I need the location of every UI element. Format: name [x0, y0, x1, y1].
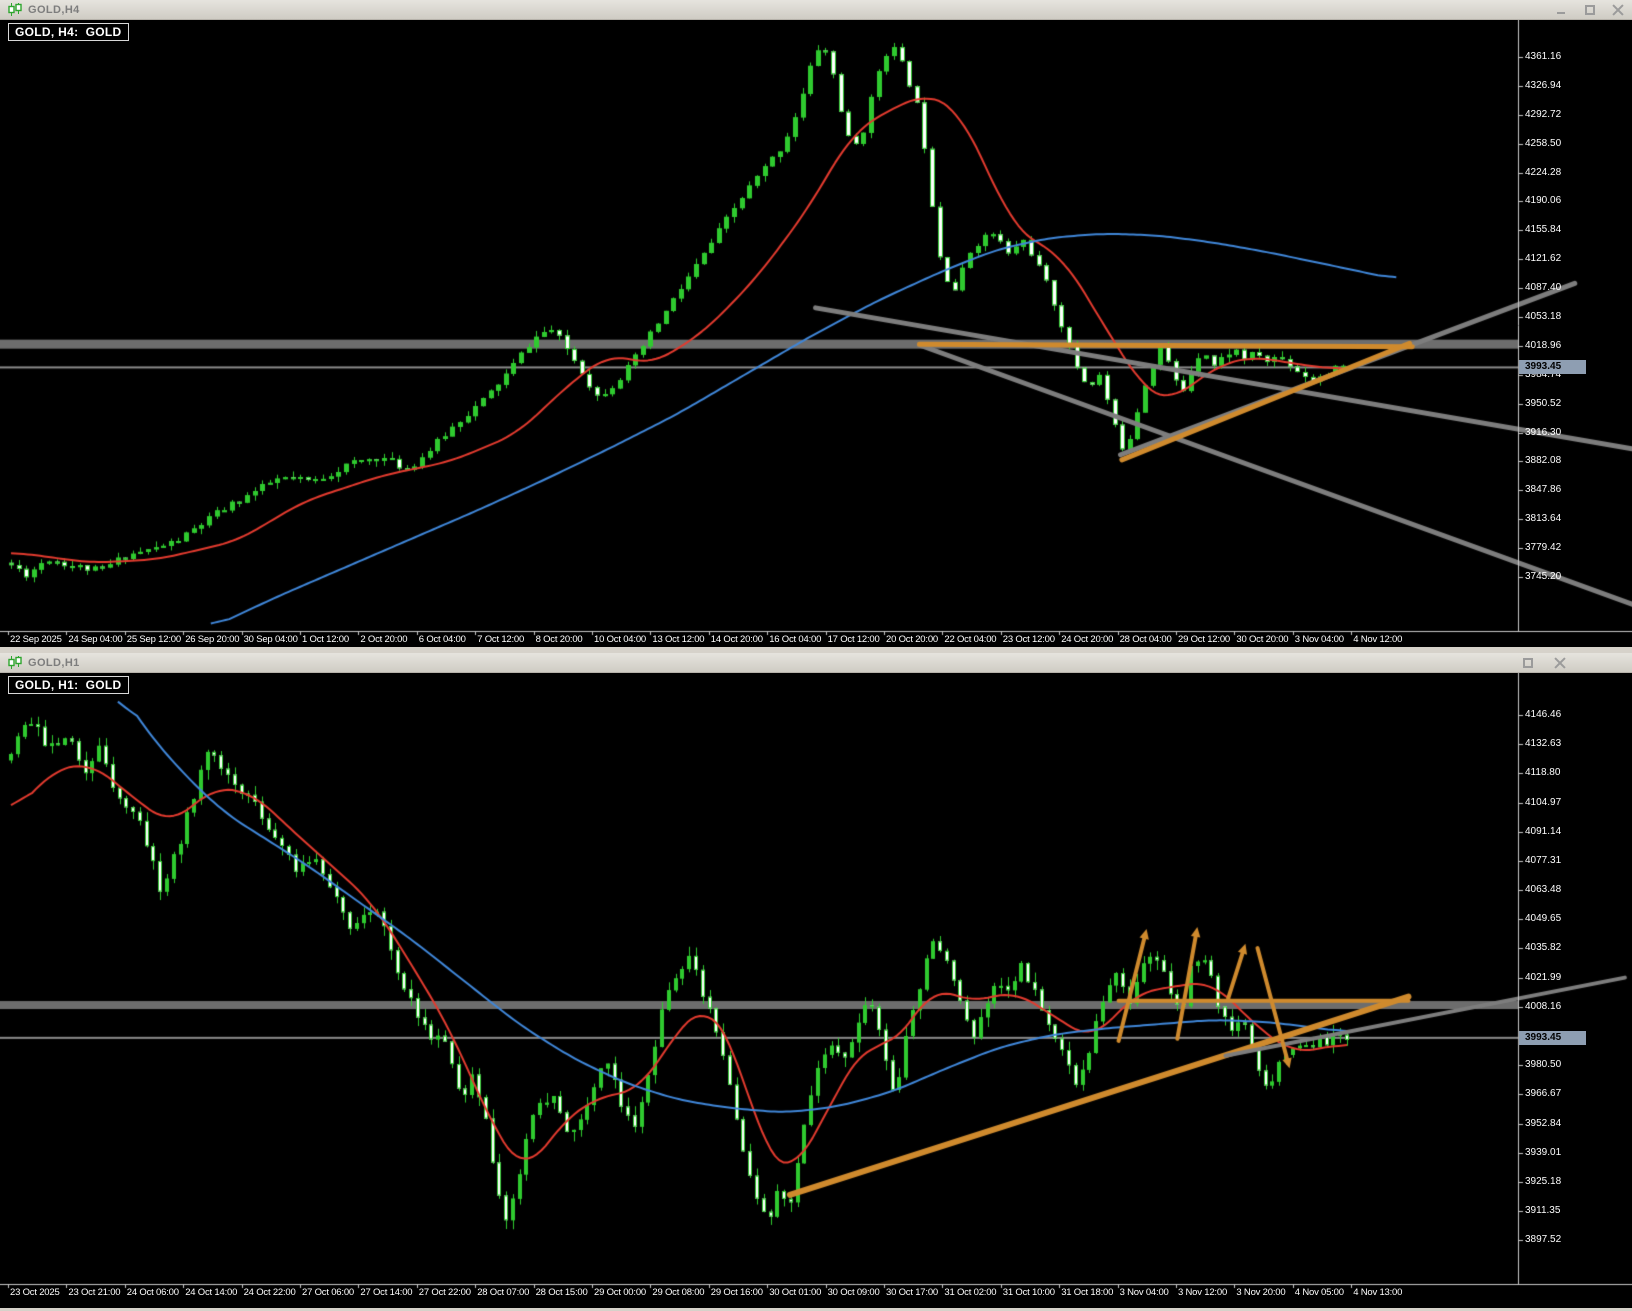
- current-price-badge: 3993.45: [1519, 360, 1586, 375]
- chart-window-h4: GOLD,H4 GOLD, H4: GOLD 4361.16 4326.94 429…: [0, 0, 1632, 650]
- window-titlebar[interactable]: GOLD,H4: [0, 0, 1632, 20]
- price-chart-canvas-h1[interactable]: [0, 673, 1632, 1308]
- window-title: GOLD,H4: [28, 3, 80, 16]
- window-controls: [1556, 4, 1624, 16]
- window-title: GOLD,H1: [28, 656, 80, 669]
- maximize-icon[interactable]: [1584, 4, 1596, 16]
- chart-window-h1: GOLD,H1 GOLD, H1: GOLD 4146.46 4132.63 411…: [0, 653, 1632, 1311]
- window-titlebar[interactable]: GOLD,H1: [0, 653, 1632, 673]
- chart-symbol-label: GOLD, H4: GOLD: [8, 23, 129, 41]
- window-controls: [1522, 657, 1566, 669]
- candlestick-chart-icon: [8, 656, 22, 669]
- current-price-badge: 3993.45: [1519, 1030, 1586, 1045]
- price-chart-canvas-h4[interactable]: [0, 20, 1632, 647]
- candlestick-chart-icon: [8, 3, 22, 16]
- close-icon[interactable]: [1554, 657, 1566, 669]
- chart-symbol-label: GOLD, H1: GOLD: [8, 676, 129, 694]
- chart-area-h4: GOLD, H4: GOLD 4361.16 4326.94 4292.72 4258…: [0, 20, 1632, 650]
- close-icon[interactable]: [1612, 4, 1624, 16]
- chart-area-h1: GOLD, H1: GOLD 4146.46 4132.63 4118.80 4104…: [0, 673, 1632, 1311]
- minimize-icon[interactable]: [1556, 4, 1568, 16]
- maximize-icon[interactable]: [1522, 657, 1534, 669]
